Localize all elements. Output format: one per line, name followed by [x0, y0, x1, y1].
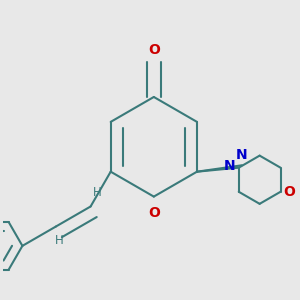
Text: O: O — [148, 206, 160, 220]
Text: H: H — [55, 234, 63, 247]
Text: N: N — [236, 148, 248, 162]
Text: H: H — [93, 185, 101, 199]
Text: N: N — [224, 159, 236, 173]
Text: O: O — [284, 185, 296, 199]
Text: O: O — [148, 44, 160, 57]
